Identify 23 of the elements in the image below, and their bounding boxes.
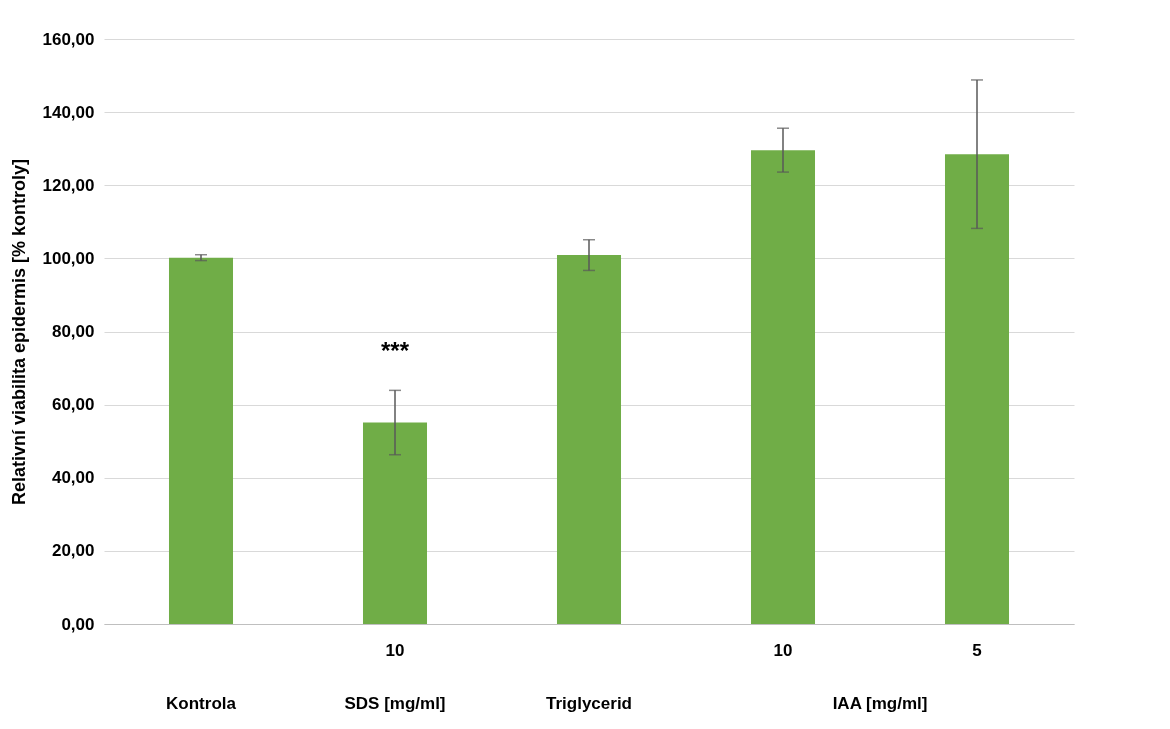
bar <box>944 154 1010 624</box>
bar <box>362 422 428 624</box>
text: Kontrola <box>166 694 237 713</box>
bar <box>750 150 816 624</box>
bar <box>556 255 622 624</box>
y-tick-label: 40,00 <box>51 468 95 488</box>
text: IAA [mg/ml] <box>832 694 928 713</box>
x-tick-label: 10 <box>773 640 793 660</box>
text: Triglycerid <box>546 694 632 713</box>
y-tick-label: 120,00 <box>42 175 95 195</box>
y-axis-title: Relativní viabilita epidermis [% kontroly] <box>8 158 29 506</box>
y-tick-label: 60,00 <box>51 395 95 415</box>
y-tick-label: 0,00 <box>61 614 95 634</box>
annotation: *** <box>380 336 410 364</box>
x-tick-label: 5 <box>972 640 982 660</box>
y-tick-label: 20,00 <box>51 541 95 561</box>
bar <box>168 257 234 624</box>
y-tick-label: 160,00 <box>42 29 95 49</box>
y-tick-label: 140,00 <box>42 102 95 122</box>
y-tick-label: 80,00 <box>51 322 95 341</box>
text: SDS [mg/ml] <box>344 694 446 713</box>
x-tick-label: 10 <box>385 640 405 660</box>
y-tick-label: 100,00 <box>42 248 95 268</box>
